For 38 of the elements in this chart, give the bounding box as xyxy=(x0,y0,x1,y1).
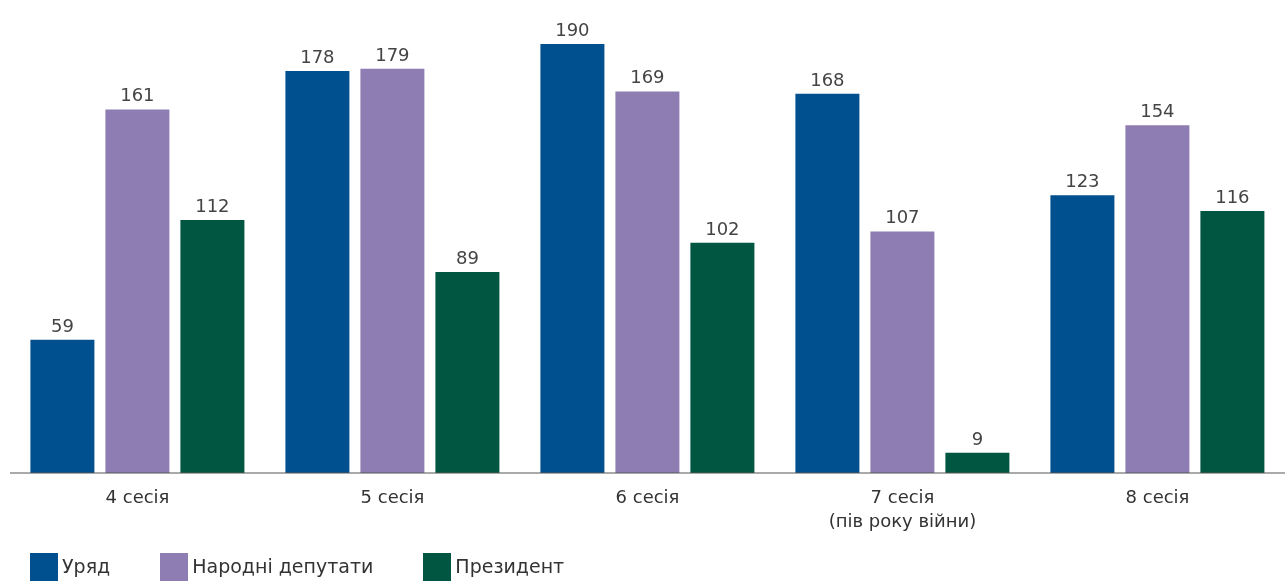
x-tick-label: 8 сесія xyxy=(1125,486,1190,507)
bar xyxy=(1200,211,1265,473)
x-tick-label: 4 сесія xyxy=(105,486,170,507)
bar xyxy=(870,231,935,473)
bar xyxy=(105,109,170,473)
bar xyxy=(795,93,860,473)
data-label: 112 xyxy=(195,195,230,217)
x-tick-label: 5 сесія xyxy=(360,486,425,507)
data-label: 169 xyxy=(630,66,665,88)
legend-label: Президент xyxy=(455,554,565,577)
data-label: 89 xyxy=(455,247,479,269)
bar xyxy=(360,68,425,473)
data-label: 102 xyxy=(705,217,740,239)
data-label: 59 xyxy=(50,314,74,336)
bar xyxy=(285,71,350,473)
bar xyxy=(180,220,245,473)
bar xyxy=(945,452,1010,473)
legend-label: Народні депутати xyxy=(192,554,374,577)
data-label: 154 xyxy=(1140,100,1175,122)
bar xyxy=(435,272,500,473)
legend-label: Уряд xyxy=(62,554,111,577)
bar xyxy=(1125,125,1190,473)
bar xyxy=(540,44,605,473)
x-tick-label: 6 сесія xyxy=(615,486,680,507)
data-label: 107 xyxy=(885,206,920,228)
data-label: 116 xyxy=(1215,186,1250,208)
data-label: 9 xyxy=(971,427,984,449)
bar xyxy=(30,339,95,473)
data-label: 179 xyxy=(375,43,410,65)
x-tick-label: 7 сесія (пів року війни) xyxy=(828,486,977,531)
bar xyxy=(615,91,680,473)
bar xyxy=(1050,195,1115,473)
data-label: 168 xyxy=(810,68,845,90)
bar xyxy=(690,242,755,473)
data-label: 190 xyxy=(555,19,590,40)
data-label: 178 xyxy=(300,46,335,68)
data-label: 123 xyxy=(1065,170,1100,192)
data-label: 161 xyxy=(120,84,155,106)
